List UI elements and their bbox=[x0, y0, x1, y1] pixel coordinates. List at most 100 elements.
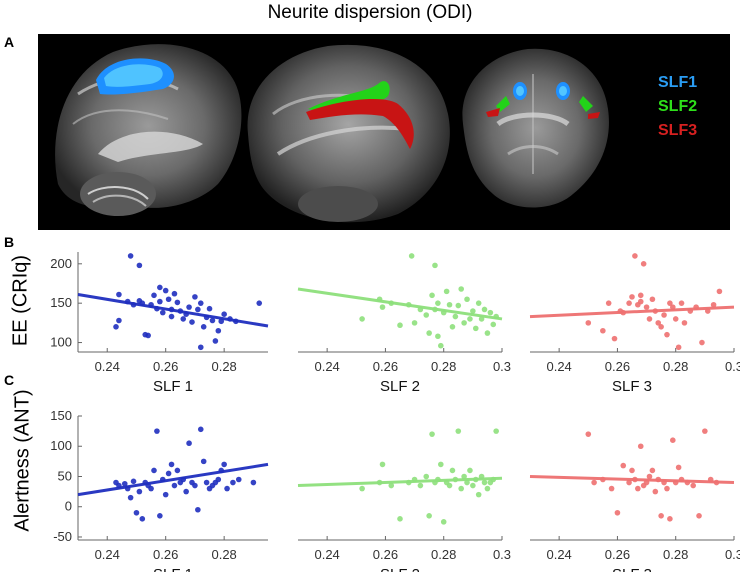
coronal-slice bbox=[462, 48, 609, 208]
data-point bbox=[405, 479, 412, 486]
x-tick-label: 0.28 bbox=[431, 359, 456, 374]
brain-slices-svg bbox=[55, 44, 609, 223]
data-point bbox=[629, 467, 635, 474]
data-point bbox=[159, 309, 166, 316]
data-point bbox=[458, 485, 465, 492]
data-point bbox=[168, 313, 175, 320]
x-axis-title: SLF 1 bbox=[153, 566, 193, 572]
data-point bbox=[455, 302, 462, 309]
data-point bbox=[177, 308, 184, 314]
data-point bbox=[470, 308, 476, 314]
panel-label-a: A bbox=[4, 34, 15, 50]
data-point bbox=[470, 482, 476, 489]
regression-line bbox=[529, 305, 735, 319]
data-point bbox=[478, 473, 485, 480]
regression-line bbox=[297, 476, 503, 488]
data-point bbox=[154, 305, 160, 312]
data-point bbox=[467, 467, 473, 474]
data-point bbox=[611, 335, 618, 342]
data-point bbox=[467, 316, 473, 322]
data-point bbox=[183, 488, 189, 495]
x-tick-label: 0.26 bbox=[373, 359, 398, 374]
data-point bbox=[376, 479, 383, 486]
data-point bbox=[233, 318, 239, 325]
y-tick-label: 0 bbox=[65, 499, 72, 514]
data-point bbox=[423, 312, 430, 318]
x-tick-label: 0.26 bbox=[605, 547, 630, 562]
data-point bbox=[411, 320, 418, 326]
x-tick-label: 0.26 bbox=[605, 359, 630, 374]
data-point bbox=[165, 470, 172, 477]
data-point bbox=[136, 488, 143, 495]
x-tick-label: 0.24 bbox=[314, 547, 339, 562]
data-point bbox=[675, 344, 682, 351]
x-tick-label: 0.28 bbox=[663, 547, 688, 562]
data-point bbox=[206, 305, 213, 312]
data-point bbox=[667, 516, 673, 522]
data-point bbox=[672, 316, 679, 322]
data-point bbox=[435, 333, 441, 340]
data-point bbox=[637, 443, 644, 450]
data-point bbox=[605, 300, 612, 306]
data-point bbox=[429, 431, 435, 437]
data-point bbox=[440, 519, 447, 525]
regression-line bbox=[529, 474, 735, 485]
data-point bbox=[696, 513, 702, 519]
data-point bbox=[215, 476, 222, 483]
data-point bbox=[426, 513, 432, 519]
data-point bbox=[661, 312, 667, 318]
data-point bbox=[446, 482, 453, 489]
regression-line bbox=[297, 287, 503, 321]
data-point bbox=[215, 327, 222, 334]
data-point bbox=[148, 301, 154, 308]
x-axis-title: SLF 1 bbox=[153, 378, 193, 395]
data-point bbox=[189, 319, 195, 325]
data-point bbox=[461, 473, 467, 480]
data-point bbox=[637, 298, 644, 305]
data-point bbox=[116, 291, 122, 298]
data-point bbox=[620, 462, 627, 469]
data-point bbox=[600, 327, 606, 334]
data-point bbox=[464, 296, 470, 303]
data-point bbox=[411, 476, 418, 483]
data-point bbox=[684, 479, 691, 486]
data-point bbox=[632, 253, 638, 259]
regression-line bbox=[77, 462, 269, 497]
data-point bbox=[116, 317, 122, 324]
data-point bbox=[212, 338, 219, 344]
data-point bbox=[224, 485, 230, 492]
data-point bbox=[359, 485, 365, 492]
x-tick-label: 0.24 bbox=[95, 359, 120, 374]
data-point bbox=[218, 318, 225, 325]
data-point bbox=[446, 301, 453, 308]
data-point bbox=[458, 286, 465, 292]
data-point bbox=[203, 314, 210, 321]
data-point bbox=[168, 461, 175, 468]
data-point bbox=[461, 320, 467, 326]
data-point bbox=[435, 300, 441, 306]
data-point bbox=[388, 300, 395, 306]
data-point bbox=[127, 253, 134, 259]
data-point bbox=[426, 330, 432, 336]
data-point bbox=[716, 288, 723, 295]
brain-image-panel: SLF1 SLF2 SLF3 bbox=[38, 34, 730, 230]
data-point bbox=[235, 476, 242, 483]
legend-slf1: SLF1 bbox=[658, 74, 698, 91]
data-point bbox=[174, 467, 181, 474]
data-point bbox=[600, 476, 606, 483]
data-point bbox=[256, 300, 263, 306]
data-point bbox=[359, 316, 365, 322]
x-tick-label: 0.26 bbox=[153, 547, 178, 562]
data-point bbox=[493, 428, 499, 434]
data-point bbox=[658, 513, 664, 519]
data-point bbox=[130, 478, 137, 485]
x-tick-label: 0.3 bbox=[493, 359, 511, 374]
data-point bbox=[652, 308, 659, 314]
x-tick-label: 0.28 bbox=[211, 547, 236, 562]
data-point bbox=[113, 324, 119, 330]
data-point bbox=[652, 488, 659, 495]
x-tick-label: 0.28 bbox=[663, 359, 688, 374]
data-point bbox=[484, 330, 491, 336]
data-point bbox=[490, 476, 497, 483]
data-point bbox=[585, 320, 592, 326]
